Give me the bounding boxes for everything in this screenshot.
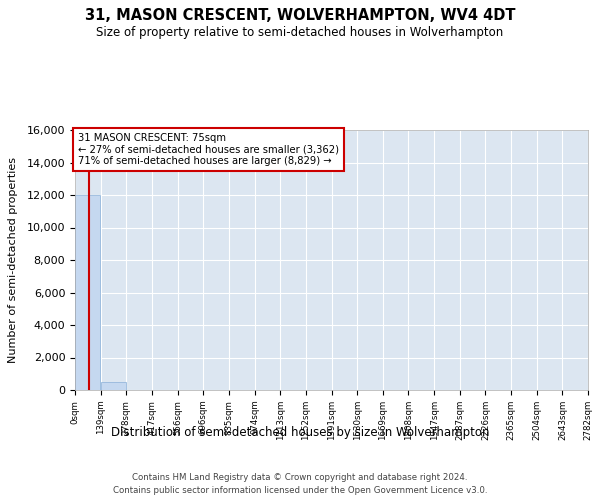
Text: 31 MASON CRESCENT: 75sqm
← 27% of semi-detached houses are smaller (3,362)
71% o: 31 MASON CRESCENT: 75sqm ← 27% of semi-d…	[78, 133, 339, 166]
Text: 31, MASON CRESCENT, WOLVERHAMPTON, WV4 4DT: 31, MASON CRESCENT, WOLVERHAMPTON, WV4 4…	[85, 8, 515, 22]
Y-axis label: Number of semi-detached properties: Number of semi-detached properties	[8, 157, 19, 363]
Text: Size of property relative to semi-detached houses in Wolverhampton: Size of property relative to semi-detach…	[97, 26, 503, 39]
Bar	[101, 382, 126, 390]
Bar	[75, 195, 100, 390]
Text: Distribution of semi-detached houses by size in Wolverhampton: Distribution of semi-detached houses by …	[111, 426, 489, 439]
Text: Contains HM Land Registry data © Crown copyright and database right 2024.
Contai: Contains HM Land Registry data © Crown c…	[113, 473, 487, 495]
